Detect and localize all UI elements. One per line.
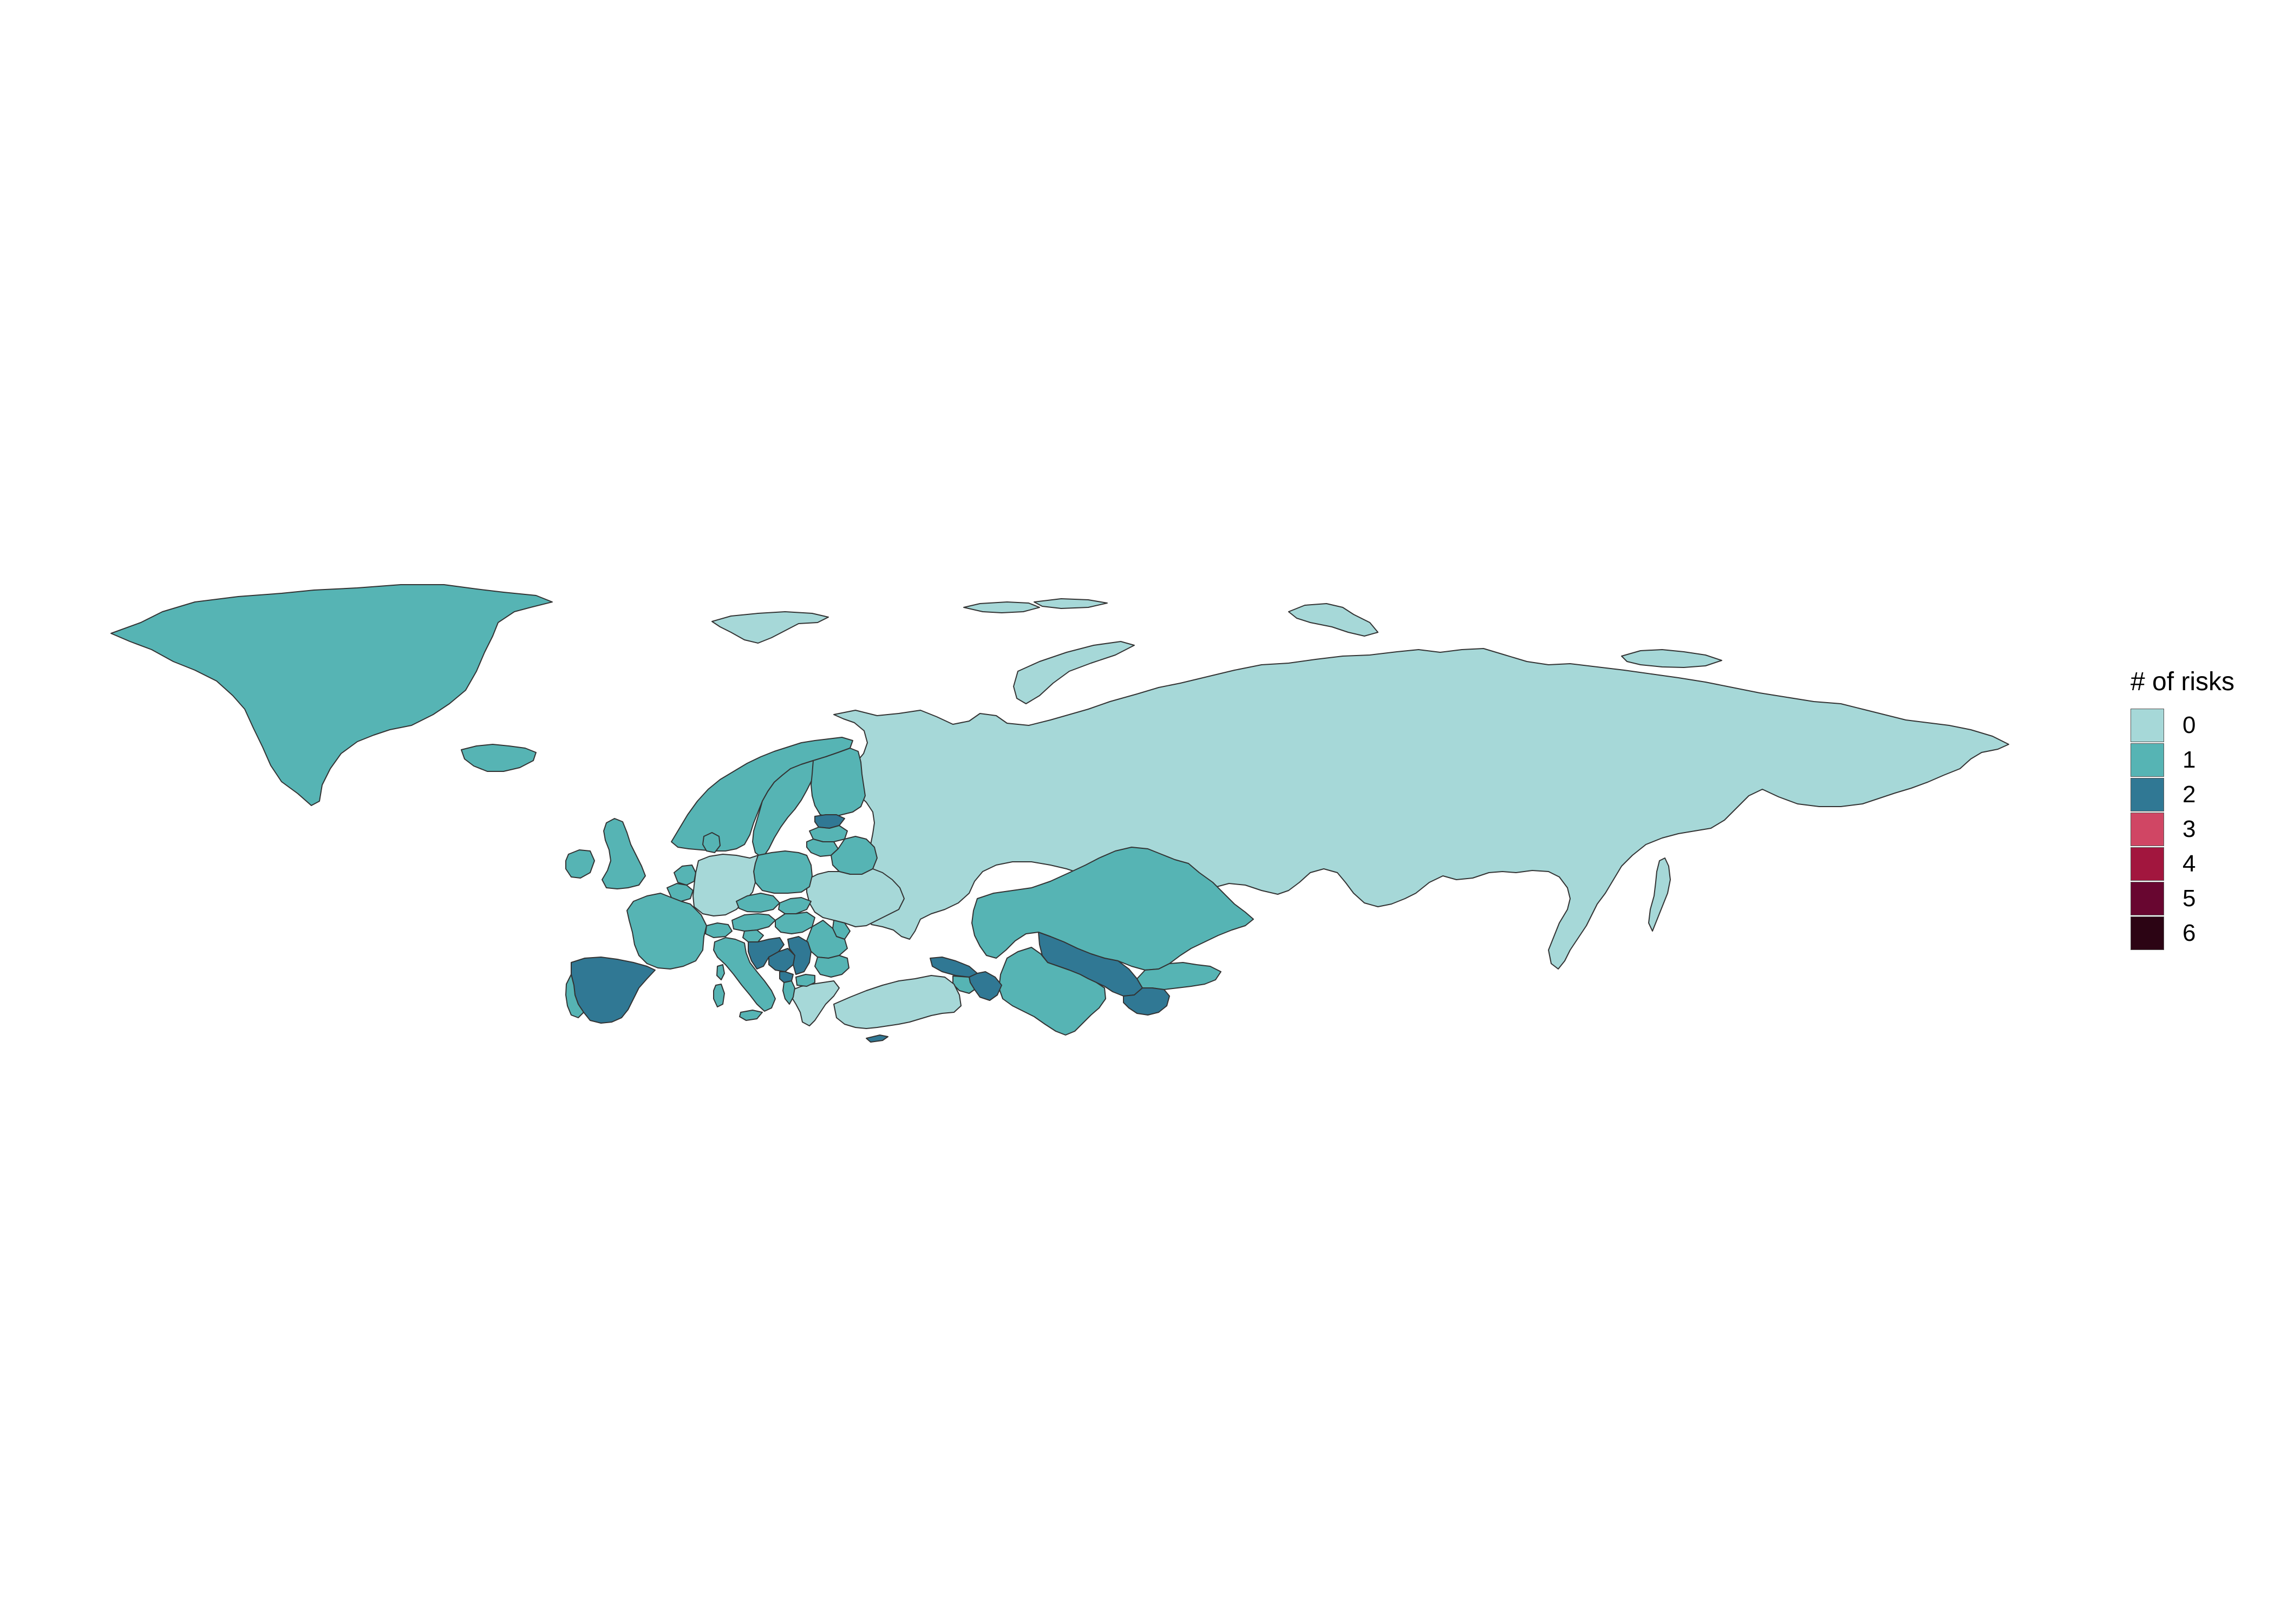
region-portugal[interactable] xyxy=(565,974,584,1018)
region-novaya-zemlya[interactable] xyxy=(1013,641,1135,704)
legend-item-2: 2 xyxy=(2131,777,2234,812)
legend-swatch-1 xyxy=(2131,743,2164,777)
region-sweden[interactable] xyxy=(752,760,815,859)
region-greenland[interactable] xyxy=(110,584,553,806)
legend-item-6: 6 xyxy=(2131,916,2234,951)
legend-title: # of risks xyxy=(2131,667,2235,696)
region-new-siberian-islands[interactable] xyxy=(1621,649,1722,668)
region-hungary[interactable] xyxy=(775,912,815,934)
legend-swatch-3 xyxy=(2131,813,2164,846)
region-sicily[interactable] xyxy=(739,1010,763,1021)
legend-label-5: 5 xyxy=(2182,885,2196,912)
region-corsica[interactable] xyxy=(716,964,725,980)
region-iceland[interactable] xyxy=(461,744,537,772)
legend-swatch-4 xyxy=(2131,847,2164,881)
region-sakhalin[interactable] xyxy=(1648,857,1671,932)
legend-label-3: 3 xyxy=(2182,816,2196,842)
legend-item-1: 1 xyxy=(2131,743,2234,777)
region-georgia[interactable] xyxy=(930,957,978,978)
region-united-kingdom[interactable] xyxy=(602,818,646,889)
legend-swatch-0 xyxy=(2131,709,2164,742)
region-serbia[interactable] xyxy=(787,936,812,975)
region-italy[interactable] xyxy=(713,937,776,1012)
region-belarus[interactable] xyxy=(831,836,878,875)
region-czechia[interactable] xyxy=(736,893,780,913)
region-ukraine[interactable] xyxy=(806,868,905,927)
region-severnaya-zemlya[interactable] xyxy=(1288,603,1378,637)
region-greece[interactable] xyxy=(790,980,840,1026)
region-azerbaijan[interactable] xyxy=(969,971,1002,1001)
legend-swatch-2 xyxy=(2131,778,2164,811)
region-finland[interactable] xyxy=(811,748,866,818)
region-slovakia[interactable] xyxy=(778,897,812,914)
region-tajikistan[interactable] xyxy=(1123,987,1170,1016)
region-switzerland[interactable] xyxy=(705,922,733,938)
legend-swatch-5 xyxy=(2131,882,2164,915)
region-poland[interactable] xyxy=(753,850,813,894)
region-svalbard[interactable] xyxy=(711,611,829,644)
legend-items: 0 1 2 3 4 5 6 xyxy=(2131,708,2234,951)
region-north-macedonia[interactable] xyxy=(795,974,815,987)
legend-item-5: 5 xyxy=(2131,881,2234,916)
region-kazakhstan[interactable] xyxy=(971,847,1254,971)
region-spain[interactable] xyxy=(571,957,656,1024)
region-austria[interactable] xyxy=(731,913,776,932)
region-turkmenistan[interactable] xyxy=(998,947,1106,1036)
region-bulgaria[interactable] xyxy=(814,955,850,978)
legend-item-3: 3 xyxy=(2131,812,2234,847)
legend-label-1: 1 xyxy=(2182,746,2196,773)
region-france[interactable] xyxy=(626,893,707,970)
region-cyprus[interactable] xyxy=(866,1034,888,1043)
legend-swatch-6 xyxy=(2131,916,2164,950)
region-albania[interactable] xyxy=(782,980,795,1005)
region-slovenia[interactable] xyxy=(742,929,764,942)
region-netherlands[interactable] xyxy=(674,865,696,886)
region-turkey[interactable] xyxy=(833,975,962,1029)
legend-label-6: 6 xyxy=(2182,920,2196,946)
legend-label-4: 4 xyxy=(2182,850,2196,877)
legend-item-0: 0 xyxy=(2131,708,2234,743)
legend: # of risks 0 1 2 3 4 5 6 xyxy=(2131,667,2234,951)
region-franz-josef-land[interactable] xyxy=(963,598,1108,613)
region-sardinia[interactable] xyxy=(713,984,725,1007)
region-denmark[interactable] xyxy=(702,832,721,853)
legend-label-0: 0 xyxy=(2182,712,2196,738)
region-ireland[interactable] xyxy=(565,849,595,879)
legend-label-2: 2 xyxy=(2182,781,2196,808)
map-layer xyxy=(110,584,2009,1043)
legend-item-4: 4 xyxy=(2131,847,2234,881)
